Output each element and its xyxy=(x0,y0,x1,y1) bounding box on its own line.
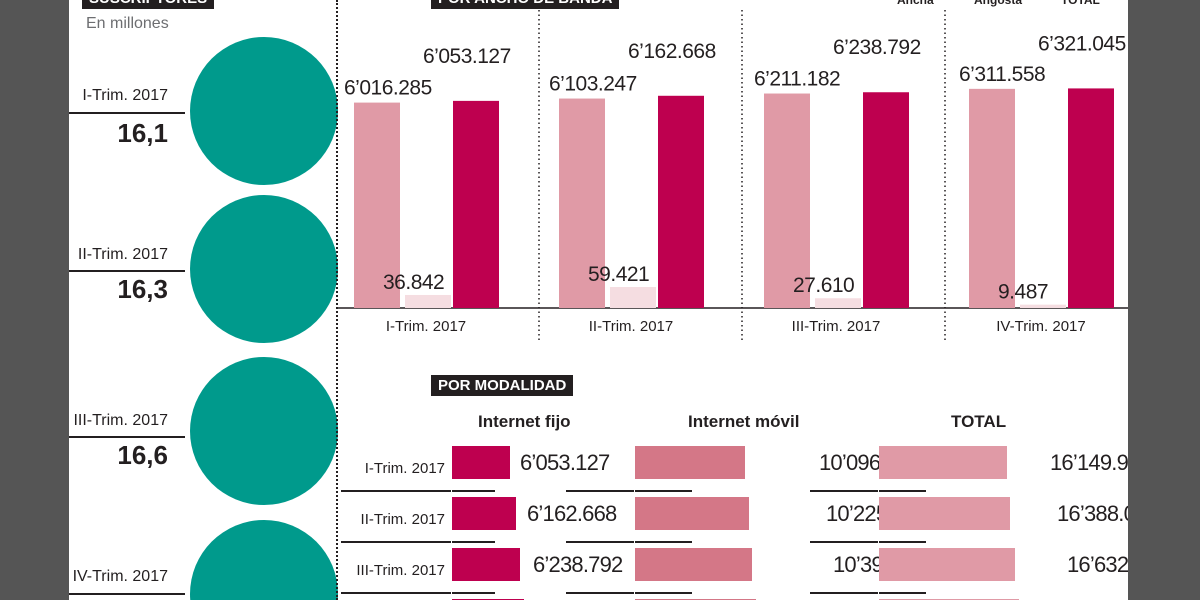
bar-value-label: 6’053.127 xyxy=(423,45,511,68)
bar-total xyxy=(879,497,1010,530)
header-internet-movil: Internet móvil xyxy=(688,412,800,431)
legend-angosta: Angosta xyxy=(974,0,1022,7)
legend-ancha: Ancha xyxy=(897,0,934,7)
subscriber-value: 16,3 xyxy=(117,274,168,304)
bar-value-label: 6’016.285 xyxy=(344,77,432,100)
row-rule xyxy=(635,592,692,594)
subscriber-row: I-Trim. 2017 16,1 xyxy=(69,35,338,185)
row-rule xyxy=(452,490,495,492)
bar-total xyxy=(863,92,909,308)
bar-angosta xyxy=(405,294,451,308)
bar-total xyxy=(658,95,704,308)
bar-value-label: 6’321.045 xyxy=(1038,32,1126,55)
row-rule xyxy=(566,490,634,492)
legend-total: TOTAL xyxy=(1061,0,1100,7)
bandwidth-section-tag: POR ANCHO DE BANDA xyxy=(431,0,620,9)
bar-value-label: 6’162.668 xyxy=(628,40,716,63)
value-total: 16’149.933 xyxy=(1050,450,1128,475)
category-label: III-Trim. 2017 xyxy=(792,318,881,335)
bar-total xyxy=(1068,88,1114,309)
row-rule xyxy=(879,592,926,594)
modalidad-section-tag: POR MODALIDAD xyxy=(431,375,574,396)
subscribers-section-tag: SUSCRIPTORES xyxy=(82,0,215,9)
subscriber-circle xyxy=(190,357,338,505)
bar-value-label: 59.421 xyxy=(588,263,649,286)
row-rule xyxy=(69,270,185,272)
value-internet-fijo: 6’162.668 xyxy=(527,501,617,526)
quarter-label: III-Trim. 2017 xyxy=(356,562,445,579)
bar-total xyxy=(879,548,1015,581)
row-rule xyxy=(635,490,692,492)
bar-angosta xyxy=(610,287,656,308)
value-total: 16’388.033 xyxy=(1057,501,1128,526)
row-rule xyxy=(810,490,878,492)
subscribers-subtitle: En millones xyxy=(86,15,169,32)
row-rule xyxy=(69,112,185,114)
row-rule xyxy=(69,436,185,438)
bar-internet-movil xyxy=(635,446,745,479)
bar-internet-fijo xyxy=(452,548,520,581)
bar-ancha xyxy=(764,93,810,308)
quarter-label: I-Trim. 2017 xyxy=(82,87,168,104)
subscriber-circle xyxy=(190,37,338,185)
modalidad-row: I-Trim. 20176’053.12710’096.80616’149.93… xyxy=(69,446,1128,496)
section-divider xyxy=(336,0,338,600)
bar-ancha xyxy=(559,98,605,308)
row-rule xyxy=(566,592,634,594)
row-rule xyxy=(810,541,878,543)
bar-value-label: 6’238.792 xyxy=(833,36,921,59)
row-rule xyxy=(69,593,185,595)
row-rule xyxy=(810,592,878,594)
bar-value-label: 9.487 xyxy=(998,281,1048,304)
category-label: I-Trim. 2017 xyxy=(386,318,466,335)
infographic-sheet: SUSCRIPTORES En millones I-Trim. 2017 16… xyxy=(69,0,1128,600)
quarter-label: IV-Trim. 2017 xyxy=(72,568,168,585)
value-total: 16’632.789 xyxy=(1067,552,1128,577)
subscriber-row: III-Trim. 2017 16,6 xyxy=(69,356,338,506)
subscriber-circle xyxy=(190,195,338,343)
bandwidth-bar-chart: 6’016.285 36.842 6’053.127 I-Trim. 2017 6’10… xyxy=(338,10,1128,340)
category-label: IV-Trim. 2017 xyxy=(996,318,1085,335)
category-label: II-Trim. 2017 xyxy=(589,318,673,335)
subscriber-row: II-Trim. 2017 16,3 xyxy=(69,195,338,345)
row-rule xyxy=(879,541,926,543)
row-rule xyxy=(635,541,692,543)
bar-total xyxy=(879,446,1007,479)
bar-value-label: 6’311.558 xyxy=(959,63,1045,86)
quarter-label: I-Trim. 2017 xyxy=(364,460,445,477)
row-rule xyxy=(452,541,495,543)
subscriber-value: 16,1 xyxy=(117,118,168,148)
quarter-label: II-Trim. 2017 xyxy=(77,246,168,263)
quarter-label: III-Trim. 2017 xyxy=(73,412,168,429)
value-internet-fijo: 6’053.127 xyxy=(520,450,610,475)
row-rule xyxy=(566,541,634,543)
row-rule xyxy=(341,541,451,543)
row-rule xyxy=(341,490,451,492)
header-total: TOTAL xyxy=(951,412,1007,431)
bar-internet-fijo xyxy=(452,446,510,479)
bar-angosta xyxy=(815,298,861,308)
subscriber-value: 16,6 xyxy=(117,440,168,470)
row-rule xyxy=(452,592,495,594)
bar-total xyxy=(453,100,499,309)
quarter-label: II-Trim. 2017 xyxy=(360,511,445,528)
bar-value-label: 27.610 xyxy=(793,274,854,297)
subscriber-row: IV-Trim. 2017 xyxy=(69,517,338,600)
header-internet-fijo: Internet fijo xyxy=(478,412,571,431)
modalidad-row: III-Trim. 20176’238.79210’396.99716’632.… xyxy=(69,548,1128,598)
bar-internet-movil xyxy=(635,548,752,581)
bar-internet-fijo xyxy=(452,497,516,530)
bar-angosta xyxy=(1020,304,1066,308)
row-rule xyxy=(341,592,451,594)
value-internet-fijo: 6’238.792 xyxy=(533,552,623,577)
bar-internet-movil xyxy=(635,497,749,530)
bar-value-label: 6’211.182 xyxy=(754,68,840,91)
modalidad-row: II-Trim. 20176’162.66810’225.36516’388.0… xyxy=(69,497,1128,547)
bar-value-label: 6’103.247 xyxy=(549,73,637,96)
bar-value-label: 36.842 xyxy=(383,271,444,294)
bar-ancha xyxy=(354,102,400,308)
bar-ancha xyxy=(969,88,1015,309)
row-rule xyxy=(879,490,926,492)
